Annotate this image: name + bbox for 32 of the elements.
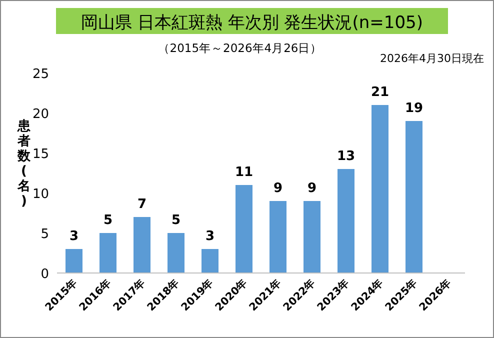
data-label: 3: [69, 229, 79, 244]
y-tick-label: 20: [32, 107, 49, 122]
y-tick-label: 25: [32, 67, 49, 82]
bar: [236, 185, 252, 273]
data-label: 3: [205, 229, 215, 244]
bar: [100, 233, 116, 273]
data-label: 9: [307, 181, 317, 196]
data-label: 21: [370, 85, 390, 100]
bar: [202, 249, 218, 273]
bar: [168, 233, 184, 273]
data-label: 5: [103, 213, 113, 228]
data-label: 9: [273, 181, 283, 196]
chart-title: 岡山県 日本紅斑熱 年次別 発生状況(n=105): [81, 13, 423, 33]
data-label: 19: [404, 101, 424, 116]
data-label: 5: [171, 213, 181, 228]
y-axis-title: 患者数(名): [16, 118, 32, 209]
bar: [270, 201, 286, 273]
text: 2026年4月30日現在: [380, 52, 484, 65]
data-label: 7: [137, 197, 147, 212]
y-tick-label: 5: [40, 227, 49, 242]
bar: [338, 169, 354, 273]
data-label: 11: [234, 165, 254, 180]
bar: [134, 217, 150, 273]
bar: [66, 249, 82, 273]
y-tick-label: 0: [40, 267, 49, 282]
data-label: 13: [336, 149, 356, 164]
bar: [372, 105, 388, 273]
chart-subtitle: （2015年～2026年4月26日）: [158, 41, 322, 55]
y-tick-label: 10: [32, 187, 49, 202]
bar: [304, 201, 320, 273]
y-tick-label: 15: [32, 147, 49, 162]
bar: [406, 121, 422, 273]
